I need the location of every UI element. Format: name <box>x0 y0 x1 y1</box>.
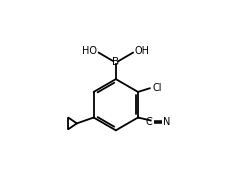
Text: Cl: Cl <box>151 83 161 93</box>
Text: N: N <box>163 117 170 127</box>
Text: B: B <box>112 57 119 67</box>
Text: C: C <box>145 117 151 127</box>
Text: HO: HO <box>81 46 96 56</box>
Text: OH: OH <box>134 46 149 56</box>
